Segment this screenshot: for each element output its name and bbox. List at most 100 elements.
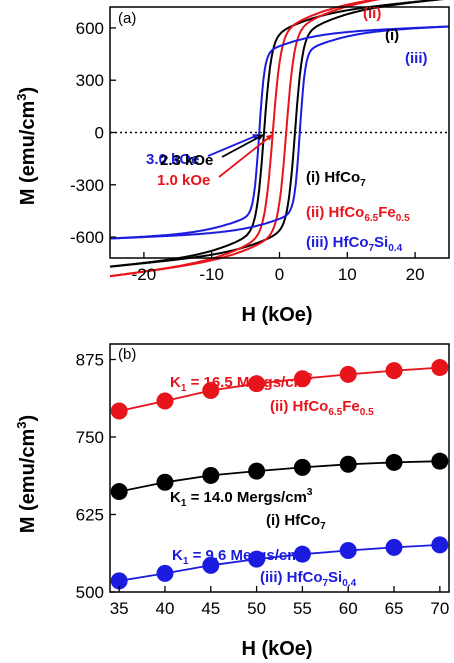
k-value-label-part: 1 bbox=[181, 383, 187, 394]
x-tick-label: 45 bbox=[201, 599, 220, 618]
legend-entry-part: 6.5 bbox=[364, 213, 378, 224]
legend-entry-part: (ii) HfCo bbox=[306, 204, 364, 221]
legend-entry-part: 7 bbox=[368, 243, 374, 254]
x-tick-label: 40 bbox=[156, 599, 175, 618]
series-name-label: (ii) HfCo6.5Fe0.5 bbox=[270, 398, 374, 418]
hysteresis-curves bbox=[109, 0, 450, 278]
x-tick-label: -20 bbox=[132, 265, 157, 284]
x-axis-ticks-a: -20 -10 0 10 20 bbox=[132, 252, 425, 284]
k-value-label: K1 = 9.6 Mergs/cm3 bbox=[172, 545, 307, 567]
k-value-label-part: = 16.5 Mergs/cm bbox=[186, 374, 306, 391]
x-tick-label: 50 bbox=[247, 599, 266, 618]
data-point bbox=[110, 483, 128, 501]
data-point bbox=[339, 455, 357, 473]
y-tick-label: 300 bbox=[76, 71, 104, 90]
k-value-label-part: 1 bbox=[183, 556, 189, 567]
k-value-label-part: 1 bbox=[181, 498, 187, 509]
data-point bbox=[248, 375, 266, 393]
hysteresis-branch-down bbox=[109, 0, 443, 268]
series-name-label-part: (ii) HfCo bbox=[270, 398, 328, 415]
data-point bbox=[248, 550, 266, 568]
series-name-label-part: Fe bbox=[342, 398, 360, 415]
y-tick-label: -600 bbox=[70, 228, 104, 247]
k-value-label-part: 3 bbox=[307, 372, 313, 383]
k-value-label-part: = 14.0 Mergs/cm bbox=[186, 489, 306, 506]
data-point bbox=[110, 402, 128, 420]
axis-label-end: ) bbox=[17, 415, 39, 422]
panel-label-b: (b) bbox=[118, 346, 136, 363]
k-value-label-part: 3 bbox=[301, 545, 307, 556]
coercivity-arrow bbox=[207, 133, 260, 157]
x-tick-label: -10 bbox=[199, 265, 224, 284]
legend-entry-part: 7 bbox=[360, 178, 366, 189]
series-name-label-part: (i) HfCo bbox=[266, 512, 320, 529]
k-value-label-part: K bbox=[170, 489, 181, 506]
legend-entry-part: Fe bbox=[378, 204, 396, 221]
series-name-label-part: 6.5 bbox=[328, 407, 342, 418]
data-point bbox=[339, 365, 357, 383]
legend-a: (i) HfCo7 (ii) HfCo6.5Fe0.5 (iii) HfCo7Si0… bbox=[306, 169, 410, 254]
data-point bbox=[385, 538, 403, 556]
y-tick-label: -300 bbox=[70, 176, 104, 195]
x-tick-label: 65 bbox=[385, 599, 404, 618]
curve-label: (iii) bbox=[405, 50, 428, 67]
data-point bbox=[339, 541, 357, 559]
series-name-label-part: 0.5 bbox=[360, 407, 374, 418]
series-name-label-part: 7 bbox=[320, 521, 326, 532]
legend-entry: (iii) HfCo7Si0.4 bbox=[306, 234, 403, 254]
data-point bbox=[385, 453, 403, 471]
y-axis-ticks-b: 500 625 750 875 bbox=[76, 351, 116, 602]
y-tick-label: 0 bbox=[95, 124, 104, 143]
data-point bbox=[156, 564, 174, 582]
k-value-label: K1 = 16.5 Mergs/cm3 bbox=[170, 372, 313, 394]
x-tick-label: 60 bbox=[339, 599, 358, 618]
axis-label-text: M (emu/cm bbox=[17, 429, 39, 533]
data-point bbox=[293, 370, 311, 388]
curve-labels-a: (i) (ii) (iii) bbox=[363, 5, 428, 67]
coercivity-arrow bbox=[218, 133, 274, 178]
series-name-label-part: (iii) HfCo bbox=[260, 569, 322, 586]
y-tick-label: 875 bbox=[76, 351, 104, 370]
coercivity-label: 2.3 kOe bbox=[160, 152, 213, 169]
data-points-b bbox=[110, 359, 449, 590]
series-name-label: (i) HfCo7 bbox=[266, 512, 326, 532]
legend-entry: (i) HfCo7 bbox=[306, 169, 366, 189]
hysteresis-branch-down bbox=[110, 25, 450, 240]
curve-label: (i) bbox=[385, 27, 399, 44]
k-value-label-part: 3 bbox=[307, 487, 313, 498]
axis-label-sup: 3 bbox=[14, 93, 29, 100]
x-tick-label: 10 bbox=[338, 265, 357, 284]
x-axis-label-b: H (kOe) bbox=[241, 638, 312, 660]
coercivity-arrow bbox=[221, 133, 265, 158]
data-point bbox=[202, 382, 220, 399]
y-tick-label: 625 bbox=[76, 506, 104, 525]
y-axis-label-a: M (emu/cm3) bbox=[14, 87, 39, 205]
curve-label: (ii) bbox=[363, 5, 381, 22]
k-value-label-part: K bbox=[170, 374, 181, 391]
data-point bbox=[431, 359, 449, 377]
coercivity-arrowhead bbox=[265, 134, 273, 141]
data-point bbox=[385, 362, 403, 380]
data-point bbox=[156, 392, 174, 410]
y-tick-label: 750 bbox=[76, 428, 104, 447]
x-tick-label: 55 bbox=[293, 599, 312, 618]
y-tick-label: 500 bbox=[76, 583, 104, 602]
legend-entry: (ii) HfCo6.5Fe0.5 bbox=[306, 204, 410, 224]
data-point bbox=[202, 556, 220, 574]
x-tick-label: 35 bbox=[110, 599, 129, 618]
x-tick-label: 0 bbox=[275, 265, 284, 284]
data-point bbox=[431, 452, 449, 470]
series-name-label-part: Si bbox=[328, 569, 342, 586]
plot-frame-b bbox=[109, 343, 450, 593]
coercivity-label: 1.0 kOe bbox=[157, 172, 210, 189]
x-tick-label: 70 bbox=[430, 599, 449, 618]
legend-entry-part: 0.4 bbox=[388, 243, 402, 254]
legend-entry-part: Si bbox=[374, 234, 388, 251]
k-value-label: K1 = 14.0 Mergs/cm3 bbox=[170, 487, 313, 509]
x-axis-ticks-b: 35 40 45 50 55 60 65 70 bbox=[110, 586, 449, 618]
data-point bbox=[110, 572, 128, 590]
